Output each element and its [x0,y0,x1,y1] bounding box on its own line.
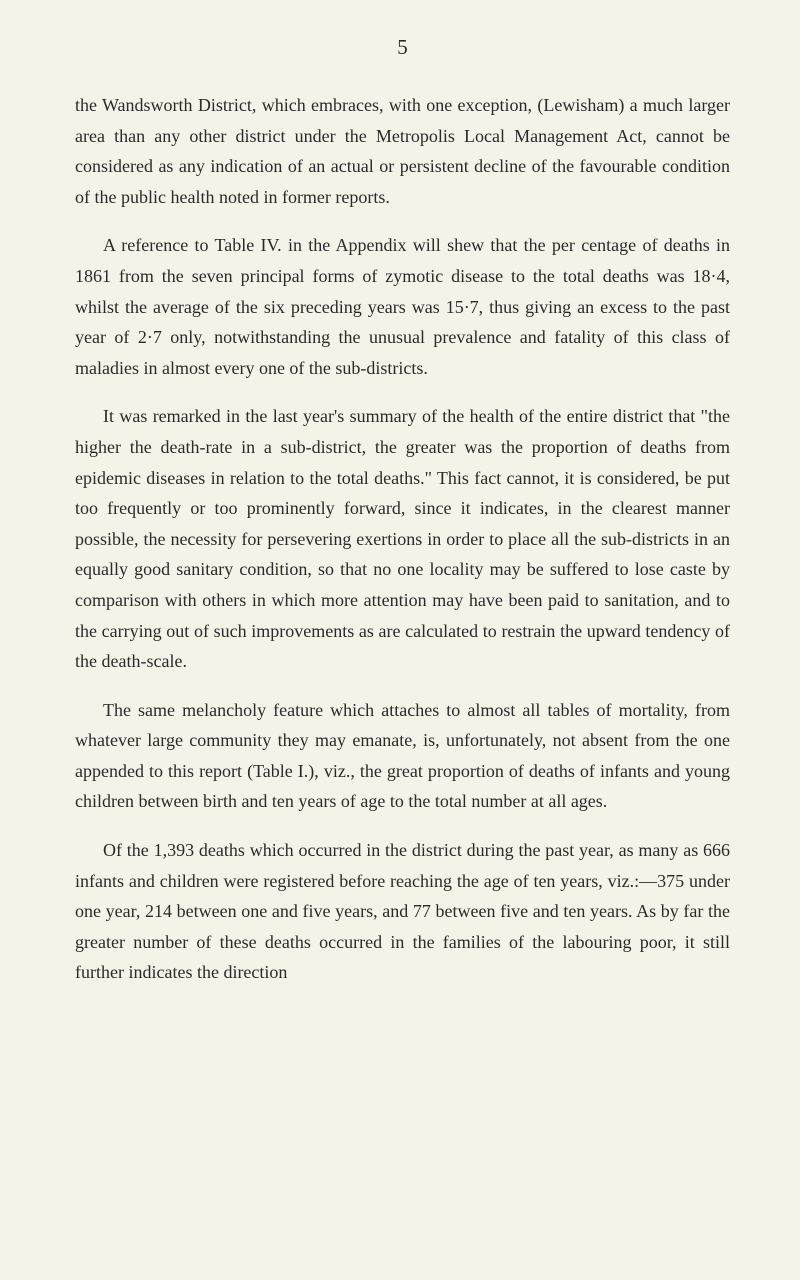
paragraph-4: The same melancholy feature which attach… [75,695,730,817]
document-page: 5 the Wandsworth District, which embrace… [0,0,800,1280]
page-number: 5 [75,35,730,60]
paragraph-2: A reference to Table IV. in the Appendix… [75,230,730,383]
paragraph-5: Of the 1,393 deaths which occurred in th… [75,835,730,988]
paragraph-3: It was remarked in the last year's summa… [75,401,730,676]
paragraph-1: the Wandsworth District, which embraces,… [75,90,730,212]
